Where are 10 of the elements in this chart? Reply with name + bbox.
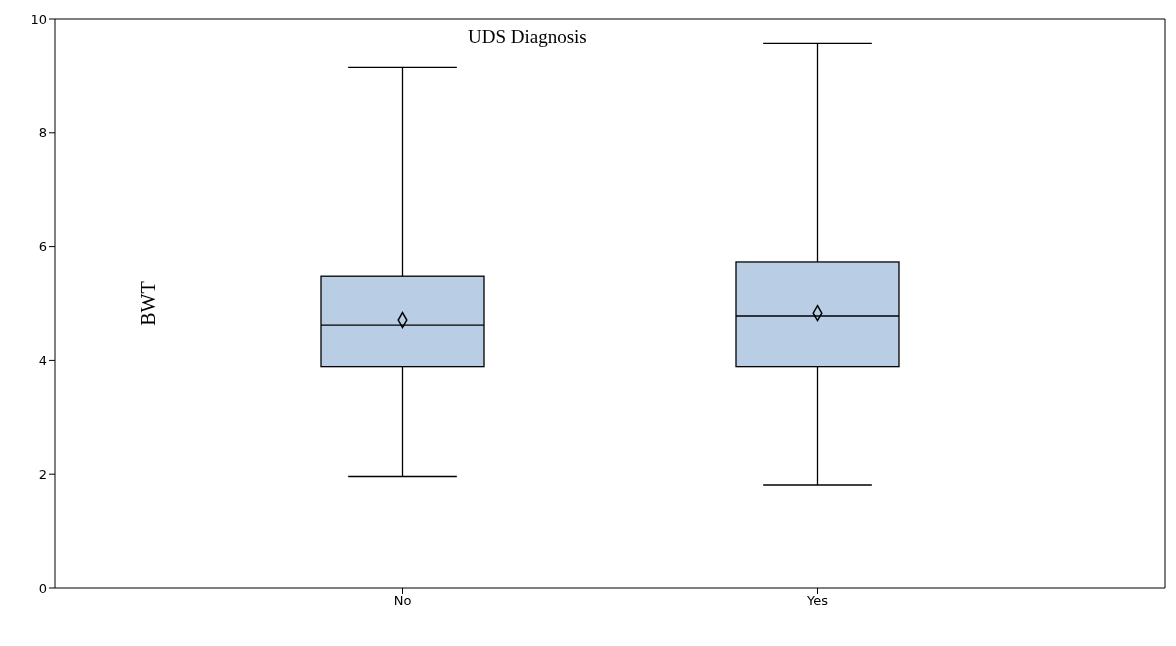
chart-title: UDS Diagnosis: [468, 26, 587, 48]
y-tick-label: 0: [38, 580, 47, 596]
y-tick-label: 8: [38, 125, 47, 141]
x-tick-label: Yes: [806, 593, 829, 609]
y-tick-label: 6: [38, 239, 47, 255]
y-tick-label: 10: [30, 11, 47, 27]
y-tick-label: 4: [38, 353, 47, 369]
y-axis-title: BWT: [137, 281, 159, 326]
y-tick-label: 2: [38, 466, 47, 482]
x-tick-label: No: [393, 593, 412, 609]
